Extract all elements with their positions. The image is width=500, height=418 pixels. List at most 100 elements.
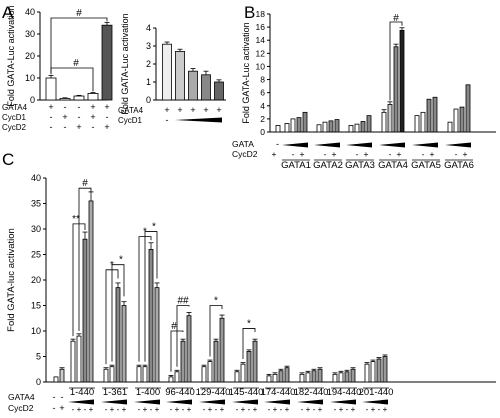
c-sign: - (72, 405, 75, 414)
c-sign: - (378, 405, 381, 414)
c-sign: - (366, 405, 369, 414)
c-gradient-wedge (232, 399, 258, 405)
a-bar (45, 77, 57, 101)
a-bar (87, 93, 99, 101)
a-bracket (50, 17, 108, 74)
b-y-tick-label: 16 (256, 22, 266, 32)
c-bar (376, 358, 382, 383)
a-sign: + (90, 102, 95, 112)
c-bar (252, 340, 258, 383)
ai-y-tick-label: 3 (146, 41, 151, 51)
b-bar (284, 123, 290, 133)
b-sign: - (276, 139, 279, 149)
b-bar (348, 125, 354, 133)
a-sign: - (64, 102, 67, 112)
ai-y-tick-label: 1 (146, 77, 151, 87)
b-sign: + (463, 149, 468, 159)
a-bar (73, 95, 85, 101)
ai-y-tick-label: 2 (146, 59, 151, 69)
c-bar (240, 363, 246, 383)
a-sign: - (106, 112, 109, 122)
c-y-tick-label: 15 (31, 301, 41, 311)
c-bar (305, 372, 311, 383)
panel-label-c: C (2, 150, 14, 169)
c-bar (168, 376, 174, 383)
ai-bar (162, 43, 172, 101)
c-bar (142, 366, 148, 383)
b-gradient-wedge (379, 142, 405, 148)
c-bar (344, 371, 350, 383)
c-y-tick-label: 40 (31, 173, 41, 183)
c-bar (148, 248, 154, 383)
b-category-label: GATA4 (378, 160, 408, 171)
c-gradient-wedge (101, 399, 127, 405)
b-y-tick-label: 8 (260, 75, 265, 85)
b-category-label: GATA1 (281, 160, 311, 171)
a-sign: + (48, 102, 53, 112)
a-sign: + (62, 112, 67, 122)
ai-y-axis-label: Fold GATA-Luc activation (120, 13, 130, 114)
c-sign: - (236, 405, 239, 414)
c-sign: - (203, 405, 206, 414)
c-bar (364, 363, 370, 383)
a-sign: - (78, 112, 81, 122)
a-sign: + (76, 122, 81, 132)
a-annotation: # (73, 58, 79, 69)
a-sign: - (50, 122, 53, 132)
c-sign: + (371, 405, 376, 414)
b-sign: + (430, 149, 435, 159)
b-row-label: CycD2 (232, 149, 258, 159)
ai-y-tick-label: 0 (146, 95, 151, 105)
c-bar (109, 366, 115, 383)
b-category-label: GATA2 (313, 160, 343, 171)
c-bar (278, 370, 284, 383)
c-y-tick-label: 0 (36, 377, 41, 387)
c-sign: + (220, 405, 225, 414)
ai-y-tick-label: 4 (146, 23, 151, 33)
ai-row-label: GATA4 (118, 106, 144, 115)
a-sign: + (104, 122, 109, 132)
a-y-axis-label: Fold GATA-Luc activation (6, 5, 16, 106)
a-y-tick-label: 40 (25, 7, 35, 17)
c-annotation: ** (72, 214, 80, 225)
c-sign: + (59, 403, 64, 413)
b-sign: - (292, 149, 295, 159)
b-row-label: GATA (232, 139, 254, 149)
c-bar (59, 368, 65, 383)
c-sign: + (208, 405, 213, 414)
c-category-label: 1-440 (70, 387, 94, 398)
c-bar (350, 368, 356, 383)
b-bar (399, 29, 405, 133)
b-bar (420, 111, 426, 133)
b-bar (302, 111, 308, 133)
b-bar (459, 106, 465, 133)
c-category-label: 1-400 (136, 387, 160, 398)
b-sign: - (389, 149, 392, 159)
b-category-label: GATA6 (444, 160, 474, 171)
c-bar (88, 200, 94, 383)
b-sign: + (397, 149, 402, 159)
c-sign: - (268, 405, 271, 414)
c-bar (332, 373, 338, 383)
b-bar (328, 120, 334, 133)
c-bar (115, 287, 121, 383)
a-y-tick-label: 10 (25, 73, 35, 83)
c-category-label: 145-440 (229, 387, 264, 398)
c-sign: + (273, 405, 278, 414)
b-bar (381, 111, 387, 133)
c-bar (311, 370, 317, 383)
c-bracket (111, 264, 125, 362)
b-category-label: GATA3 (345, 160, 375, 171)
b-gradient-wedge (445, 142, 471, 148)
a-sign: + (104, 102, 109, 112)
ai-sign: - (166, 115, 169, 125)
ai-bar (175, 51, 185, 101)
c-y-tick-label: 5 (36, 352, 41, 362)
c-y-tick-label: 20 (31, 275, 41, 285)
c-bracket (176, 305, 190, 367)
b-bar (447, 121, 453, 133)
c-sign: + (122, 405, 127, 414)
c-y-tick-label: 30 (31, 224, 41, 234)
